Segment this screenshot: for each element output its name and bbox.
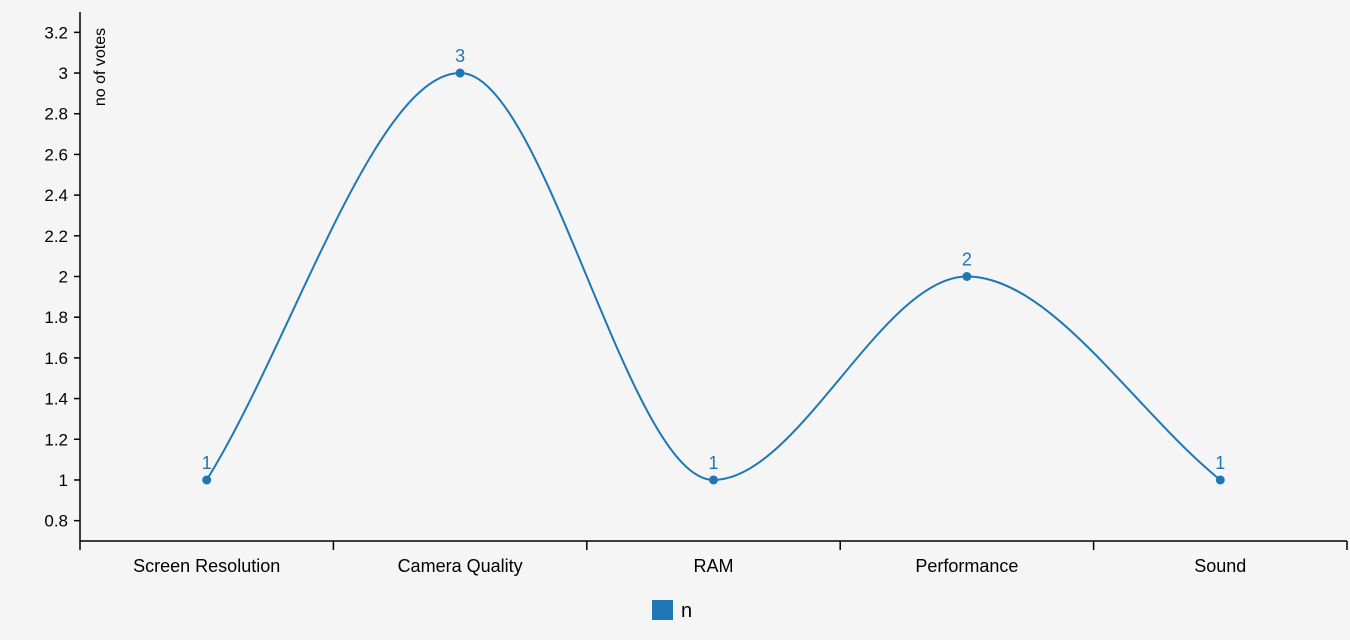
y-tick-label: 3.2	[44, 23, 68, 42]
y-tick-label: 2.4	[44, 186, 68, 205]
x-tick-label: Sound	[1194, 556, 1246, 576]
series-line	[205, 72, 1221, 481]
data-point[interactable]	[202, 475, 212, 485]
x-tick-label: Screen Resolution	[133, 556, 280, 576]
y-tick-label: 1.6	[44, 349, 68, 368]
x-tick-label: RAM	[694, 556, 734, 576]
y-tick-label: 1.2	[44, 430, 68, 449]
data-label: 2	[962, 250, 972, 270]
y-axis-title: no of votes	[92, 28, 109, 106]
data-point[interactable]	[455, 68, 465, 78]
data-label: 3	[455, 46, 465, 66]
x-axis: Screen Resolution Camera Quality RAM Perfor…	[79, 540, 1348, 576]
x-tick-label: Performance	[915, 556, 1018, 576]
x-tick-label: Camera Quality	[398, 556, 523, 576]
series-layer: 1 3 1 2 1	[202, 46, 1225, 485]
data-label: 1	[202, 453, 212, 473]
data-point[interactable]	[1215, 475, 1225, 485]
y-tick-label: 1	[59, 471, 68, 490]
data-point[interactable]	[962, 272, 972, 281]
y-tick-label: 3	[59, 64, 68, 83]
y-tick-label: 2	[59, 268, 68, 287]
y-tick-label: 2.6	[44, 145, 68, 164]
y-axis: 0.8 1 1.2 1.4 1.6 1.8 2 2.2 2.4 2.6 2.8 3 3.2	[44, 12, 81, 541]
data-label: 1	[1215, 453, 1225, 473]
legend-swatch[interactable]	[652, 600, 673, 620]
y-tick-label: 1.4	[44, 390, 68, 409]
y-tick-label: 2.2	[44, 227, 68, 246]
y-tick-label: 1.8	[44, 308, 68, 327]
legend-label[interactable]: n	[681, 600, 692, 622]
data-label: 1	[708, 453, 718, 473]
y-tick-label: 0.8	[44, 512, 68, 531]
data-point[interactable]	[709, 475, 718, 485]
y-tick-label: 2.8	[44, 105, 68, 124]
legend[interactable]: n	[652, 600, 692, 622]
